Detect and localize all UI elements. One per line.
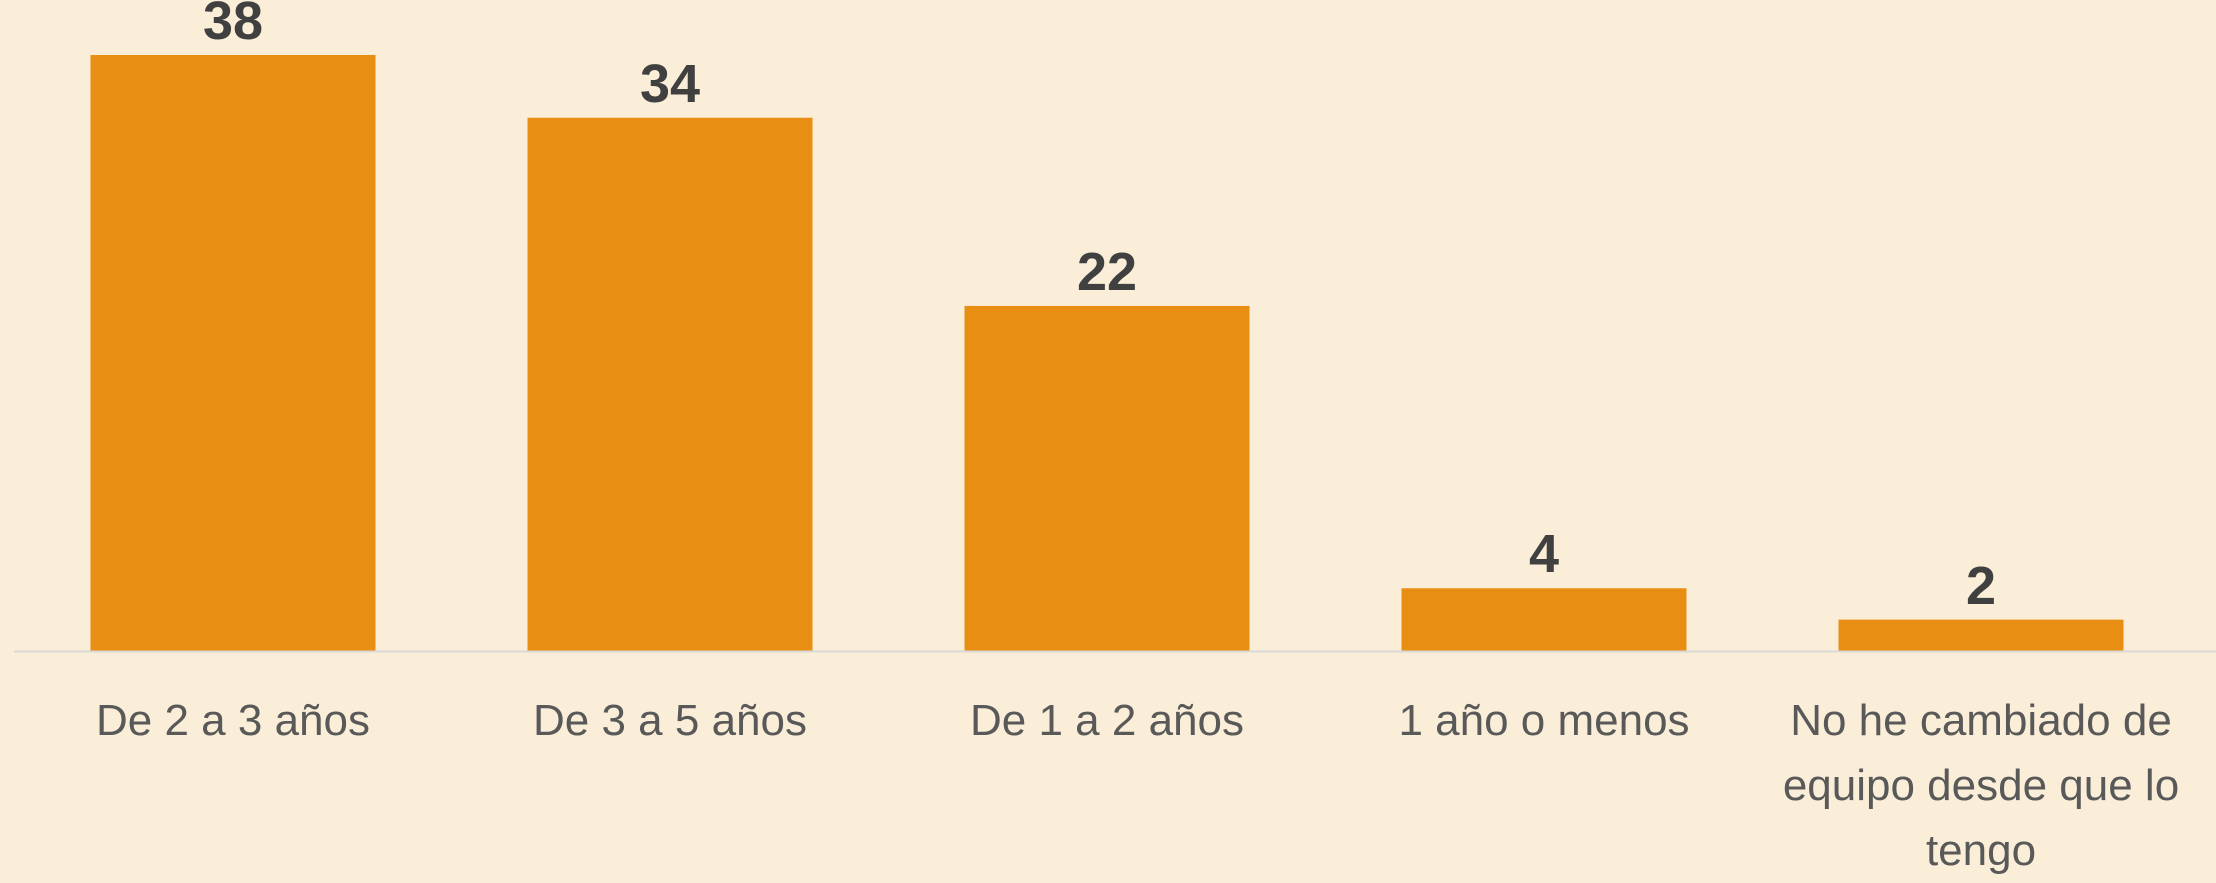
x-tick-label: 1 año o menos: [1398, 696, 1690, 745]
value-label: 2: [1965, 555, 1997, 616]
bar: [1401, 588, 1687, 651]
bar: [527, 117, 813, 652]
bar: [90, 55, 376, 651]
x-tick-label: De 3 a 5 años: [533, 696, 807, 745]
bar: [964, 305, 1250, 651]
bar: [1838, 619, 2124, 651]
x-tick-label: De 1 a 2 años: [970, 696, 1244, 745]
value-label: 38: [202, 0, 264, 51]
value-label: 4: [1528, 524, 1560, 585]
value-label: 22: [1076, 241, 1138, 302]
x-tick-label: De 2 a 3 años: [96, 696, 370, 745]
value-label: 34: [639, 53, 701, 114]
x-tick-label: No he cambiado de equipo desde que lo te…: [1782, 696, 2180, 875]
